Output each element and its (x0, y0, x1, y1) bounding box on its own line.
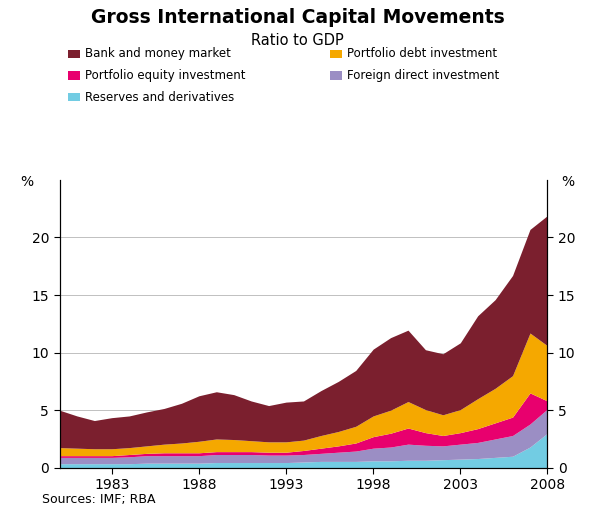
Text: Portfolio debt investment: Portfolio debt investment (347, 47, 497, 61)
Text: Gross International Capital Movements: Gross International Capital Movements (90, 8, 505, 27)
Text: Foreign direct investment: Foreign direct investment (347, 69, 499, 82)
Text: %: % (20, 175, 33, 190)
Text: Bank and money market: Bank and money market (85, 47, 231, 61)
Text: Sources: IMF; RBA: Sources: IMF; RBA (42, 493, 155, 506)
Text: %: % (562, 175, 575, 190)
Text: Reserves and derivatives: Reserves and derivatives (85, 90, 234, 104)
Text: Portfolio equity investment: Portfolio equity investment (85, 69, 246, 82)
Text: Ratio to GDP: Ratio to GDP (251, 33, 344, 48)
